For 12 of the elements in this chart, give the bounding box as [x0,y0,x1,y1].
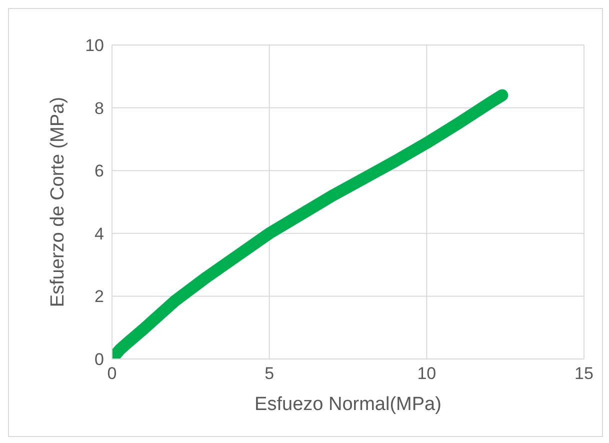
y-axis-title: Esfuerzo de Corte (MPa) [48,96,69,308]
x-tick-label: 5 [264,364,274,384]
y-tick-label: 8 [94,98,104,118]
x-axis-title: Esfuezo Normal(MPa) [254,394,442,415]
y-tick-label: 4 [94,224,104,244]
y-tick-label: 0 [94,350,104,370]
y-tick-label: 10 [85,36,104,56]
x-tick-label: 10 [417,364,436,384]
x-tick-label: 0 [107,364,117,384]
y-tick-label: 6 [94,162,104,181]
x-tick-label: 15 [574,364,594,384]
y-tick-label: 2 [94,287,104,306]
